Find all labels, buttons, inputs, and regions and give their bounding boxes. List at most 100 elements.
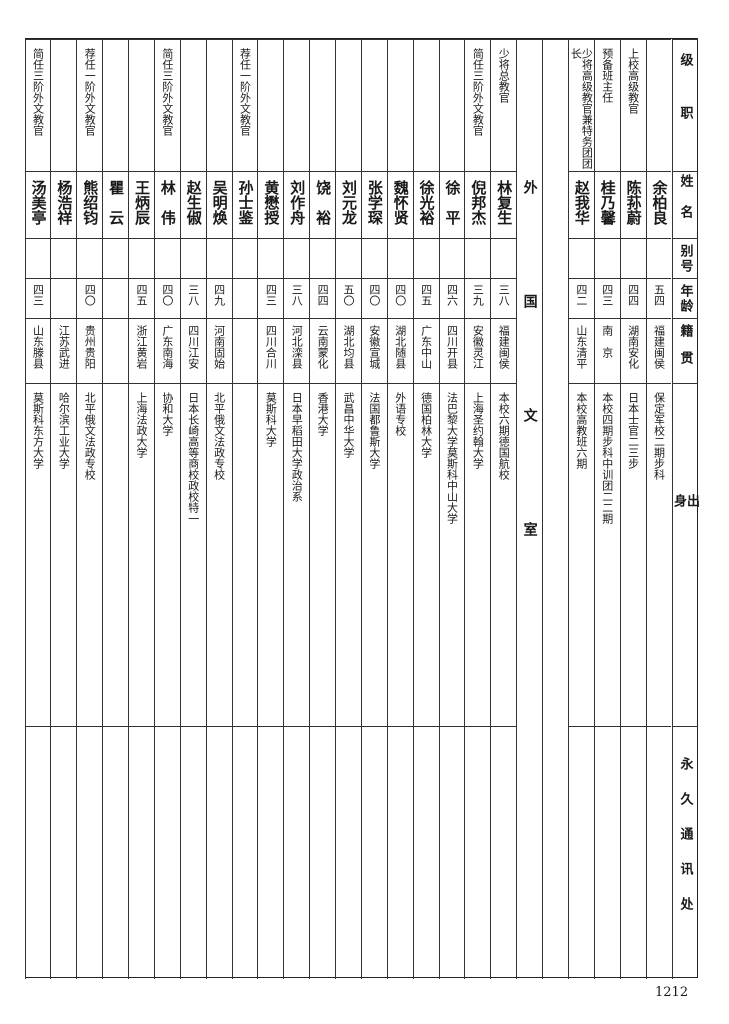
row-alias-cell: [567, 238, 594, 278]
header-rank-text: 级职: [677, 52, 693, 159]
row-name-cell: 黄懋授: [257, 171, 284, 238]
row-background-cell-text: 法巴黎大学莫斯科中山大学: [445, 392, 459, 524]
row-background-cell: 北平俄文法政专校: [205, 383, 232, 726]
row-address-cell: [386, 726, 413, 979]
row-age-cell: 三八: [490, 278, 517, 318]
row-alias-cell: [50, 238, 77, 278]
row-alias-cell: [153, 238, 180, 278]
row-address-cell: [231, 726, 258, 979]
row-age-cell-text: 四二: [574, 284, 588, 306]
row-name-cell: 熊绍钧: [76, 171, 103, 238]
row-alias-cell: [257, 238, 284, 278]
row-native-place-cell: 福建闽侯: [645, 318, 672, 383]
row-rank-cell: [257, 39, 284, 171]
row-rank-cell: 预备班主任: [593, 39, 620, 171]
row-age-cell-text: 四四: [626, 284, 640, 306]
row-native-place-cell: 安徽灵江: [464, 318, 491, 383]
row-age-cell: 四六: [438, 278, 465, 318]
row-age-cell: 四〇: [360, 278, 387, 318]
row-background-cell-text: 武昌中华大学: [341, 392, 355, 458]
row-native-place-cell: 南 京: [593, 318, 620, 383]
row-age-cell: 四四: [619, 278, 646, 318]
row-native-place-cell: 四川开县: [438, 318, 465, 383]
row-native-place-cell: 广东南海: [153, 318, 180, 383]
row-age-cell-text: 四五: [419, 284, 433, 306]
row-native-place-cell-text: 广东中山: [419, 325, 433, 369]
row-native-place-cell-text: 湖北均县: [341, 325, 355, 369]
row-background-cell-text: 外语专校: [393, 392, 407, 436]
row-alias-cell: [412, 238, 439, 278]
row-age-cell-text: 四四: [316, 284, 330, 306]
header-background: 出身: [671, 383, 699, 726]
row-age-cell-text: 四三: [600, 284, 614, 306]
row-rank-cell-text: 简任三阶外文教官: [31, 48, 45, 136]
row-age-cell: 四五: [128, 278, 154, 318]
row-address-cell: [567, 726, 594, 979]
row-age-cell: 五四: [645, 278, 672, 318]
row-background-cell: 上海圣约翰大学: [464, 383, 491, 726]
row-name-cell-text: 刘元龙: [339, 180, 358, 225]
row-native-place-cell: 四川合川: [257, 318, 284, 383]
row-address-cell: [360, 726, 387, 979]
row-name-cell: 刘作舟: [283, 171, 310, 238]
row-age-cell-text: 四三: [31, 284, 45, 306]
row-name-cell-text: 孙士鉴: [236, 180, 255, 225]
row-name-cell: 汤美亭: [24, 171, 51, 238]
row-age-cell-text: 五〇: [341, 284, 355, 306]
row-age-cell-text: 四〇: [83, 284, 97, 306]
row-background-cell: 日本早稻田大学政治系: [283, 383, 310, 726]
row-name-cell-text: 陈荪蔚: [624, 180, 643, 225]
row-background-cell: 法巴黎大学莫斯科中山大学: [438, 383, 465, 726]
row-age-cell: 四五: [412, 278, 439, 318]
row-age-cell: 四三: [24, 278, 51, 318]
row-rank-cell: [360, 39, 387, 171]
row-alias-cell: [283, 238, 310, 278]
row-age-cell-text: 三九: [471, 284, 485, 306]
row-address-cell: [283, 726, 310, 979]
row-name-cell: 魏怀贤: [386, 171, 413, 238]
row-age-cell: 四〇: [386, 278, 413, 318]
header-rank: 级职: [671, 39, 698, 171]
row-native-place-cell: 湖南安化: [619, 318, 646, 383]
row-background-cell: 保定军校二期步科: [645, 383, 672, 726]
row-rank-cell-text: 预备班主任: [600, 48, 614, 103]
row-rank-cell: [412, 39, 439, 171]
row-age-cell-text: 四六: [445, 284, 459, 306]
row-background-cell: [102, 383, 128, 726]
row-rank-cell: [205, 39, 232, 171]
row-name-cell-text: 黄懋授: [262, 180, 281, 225]
row-background-cell-text: 上海圣约翰大学: [471, 392, 485, 469]
row-name-cell-text: 徐光裕: [417, 180, 436, 225]
row-rank-cell: [128, 39, 154, 171]
row-background-cell-text: 上海法政大学: [134, 392, 148, 458]
row-background-cell-text: 本校六期德国航校: [497, 392, 511, 480]
row-native-place-cell-text: 南 京: [600, 325, 614, 358]
row-name-cell-text: 余柏良: [650, 180, 669, 225]
row-background-cell: 香港大学: [309, 383, 336, 726]
row-rank-cell: 少将高级教官兼特务团团长: [567, 39, 594, 171]
row-rank-cell: [102, 39, 128, 171]
row-native-place-cell-text: 贵州贵阳: [83, 325, 97, 369]
row-age-cell-text: 四三: [264, 284, 278, 306]
header-native-place-text: 籍贯: [677, 324, 693, 378]
header-name: 姓名: [671, 171, 698, 238]
header-alias-text: 别号: [677, 243, 693, 274]
row-age-cell: 三八: [179, 278, 206, 318]
row-rank-cell: 上校高级教官: [619, 39, 646, 171]
row-rank-cell-text: 荐任一阶外文教官: [83, 48, 97, 136]
row-age-cell-text: 四〇: [160, 284, 174, 306]
row-address-cell: [153, 726, 180, 979]
row-native-place-cell-text: 四川开县: [445, 325, 459, 369]
row-native-place-cell-text: 福建闽侯: [652, 325, 666, 369]
row-native-place-cell-text: 浙江黄岩: [134, 325, 148, 369]
row-age-cell: [231, 278, 258, 318]
row-alias-cell: [438, 238, 465, 278]
row-name-cell-text: 刘作舟: [288, 180, 307, 225]
row-age-cell-text: 四五: [134, 284, 148, 306]
row-address-cell: [128, 726, 154, 979]
row-name-cell: 饶 裕: [309, 171, 336, 238]
row-background-cell: 本校六期德国航校: [490, 383, 517, 726]
section-label-column-text: 外国文室: [521, 180, 538, 636]
row-address-cell: [76, 726, 103, 979]
row-address-cell: [490, 726, 517, 979]
